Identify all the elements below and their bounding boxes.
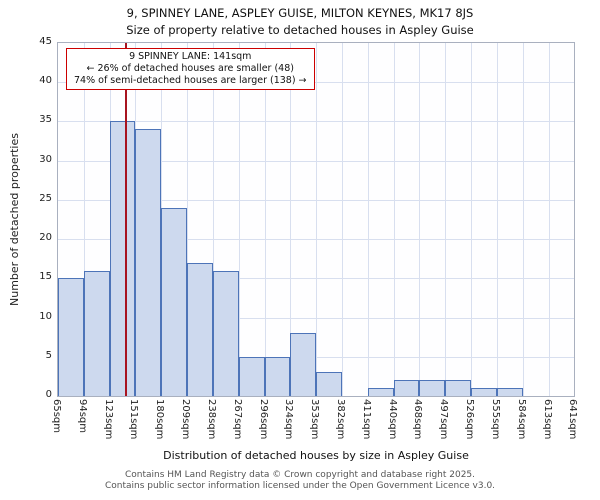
histogram-bar	[109, 121, 136, 396]
x-tick-label: 267sqm	[231, 399, 243, 440]
y-axis-label: Number of detached properties	[8, 133, 21, 306]
v-gridline	[316, 43, 317, 396]
histogram-bar	[496, 388, 523, 396]
histogram-bar	[135, 129, 161, 396]
v-gridline	[238, 43, 240, 396]
histogram-bar	[187, 262, 213, 396]
x-tick-label: 180sqm	[154, 399, 166, 440]
v-gridline	[341, 43, 343, 396]
histogram-bar	[367, 388, 394, 396]
histogram-bar	[212, 270, 239, 396]
x-tick-label: 94sqm	[76, 399, 88, 434]
x-tick-label: 411sqm	[360, 399, 372, 440]
histogram-bar	[58, 278, 84, 396]
histogram-bar	[316, 372, 342, 396]
x-tick-label: 497sqm	[438, 399, 449, 440]
histogram-bar	[445, 380, 471, 396]
v-gridline	[83, 43, 85, 396]
histogram-bar	[470, 388, 497, 396]
v-gridline	[393, 43, 395, 396]
y-tick-label: 45	[39, 36, 52, 47]
x-tick-label: 65sqm	[51, 399, 62, 434]
annotation-line-3: 74% of semi-detached houses are larger (…	[74, 75, 307, 86]
v-gridline	[264, 43, 266, 396]
y-tick-label: 10	[39, 310, 52, 322]
property-annotation-box: 9 SPINNEY LANE: 141sqm ← 26% of detached…	[66, 48, 315, 90]
plot-area: 9 SPINNEY LANE: 141sqm ← 26% of detached…	[57, 42, 575, 397]
y-tick-label: 5	[45, 349, 52, 361]
x-tick-label: 209sqm	[180, 399, 191, 440]
v-gridline	[496, 43, 498, 396]
v-gridline	[522, 43, 524, 396]
v-gridline	[470, 43, 472, 396]
x-tick-label: 526sqm	[463, 399, 475, 440]
y-tick-label: 0	[45, 389, 52, 400]
histogram-bar	[238, 356, 265, 396]
v-gridline	[290, 43, 292, 396]
x-tick-label: 468sqm	[412, 399, 424, 440]
x-tick-label: 584sqm	[515, 399, 527, 440]
x-tick-label: 296sqm	[257, 399, 269, 440]
v-gridline	[445, 43, 446, 396]
histogram-bar	[83, 270, 110, 396]
v-gridline	[419, 43, 421, 396]
x-tick-label: 613sqm	[541, 399, 553, 440]
x-tick-label: 440sqm	[386, 399, 398, 440]
annotation-line-2: ← 26% of detached houses are smaller (48…	[86, 63, 294, 74]
y-tick-label: 25	[39, 192, 52, 204]
histogram-bar	[419, 380, 445, 396]
histogram-bar	[290, 333, 316, 396]
x-tick-label: 382sqm	[334, 399, 346, 440]
x-tick-label: 123sqm	[102, 399, 114, 440]
v-gridline	[367, 43, 369, 396]
footer-attribution-1: Contains HM Land Registry data © Crown c…	[124, 470, 476, 480]
chart-title: 9, SPINNEY LANE, ASPLEY GUISE, MILTON KE…	[126, 6, 474, 20]
y-tick-label: 40	[39, 75, 52, 87]
footer-attribution-2: Contains public sector information licen…	[104, 481, 496, 491]
histogram-bar	[393, 380, 420, 396]
y-tick-label: 20	[39, 232, 52, 244]
v-gridline	[212, 43, 214, 396]
y-tick-label: 30	[39, 153, 52, 165]
annotation-line-1: 9 SPINNEY LANE: 141sqm	[129, 51, 252, 62]
x-axis-label: Distribution of detached houses by size …	[163, 449, 469, 462]
x-tick-label: 555sqm	[489, 399, 501, 440]
chart-subtitle: Size of property relative to detached ho…	[126, 23, 474, 37]
x-tick-label: 353sqm	[309, 399, 320, 440]
y-tick-label: 35	[39, 114, 52, 126]
x-tick-label: 151sqm	[128, 399, 140, 440]
histogram-bar	[161, 207, 187, 396]
x-tick-label: 238sqm	[205, 399, 217, 440]
x-tick-label: 324sqm	[283, 399, 295, 440]
property-size-marker	[125, 43, 128, 396]
x-tick-label: 641sqm	[567, 399, 578, 440]
v-gridline	[548, 43, 550, 396]
histogram-bar	[264, 356, 291, 396]
v-gridline	[187, 43, 188, 396]
y-tick-label: 15	[39, 271, 52, 283]
